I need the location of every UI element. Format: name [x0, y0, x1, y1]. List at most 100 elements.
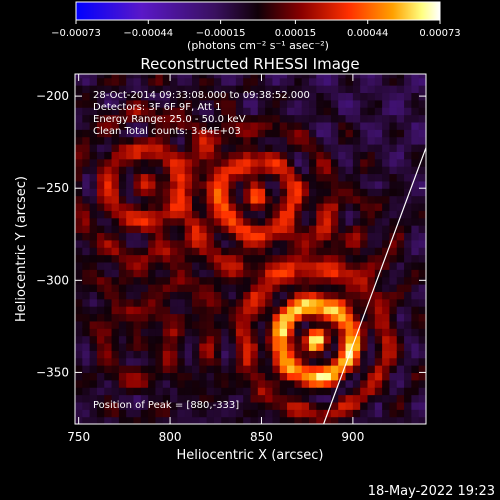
- heatmap-pixel: [96, 291, 105, 300]
- heatmap-pixel: [111, 320, 120, 329]
- heatmap-pixel: [213, 232, 222, 241]
- heatmap-pixel: [126, 365, 135, 374]
- heatmap-pixel: [177, 202, 186, 211]
- heatmap-pixel: [279, 195, 288, 204]
- heatmap-pixel: [316, 180, 325, 189]
- heatmap-pixel: [206, 269, 215, 278]
- heatmap-pixel: [206, 394, 215, 403]
- heatmap-pixel: [155, 254, 164, 263]
- heatmap-pixel: [418, 394, 426, 403]
- heatmap-pixel: [221, 401, 230, 410]
- heatmap-pixel: [287, 379, 295, 388]
- heatmap-pixel: [228, 129, 237, 138]
- heatmap-pixel: [257, 335, 266, 344]
- heatmap-pixel: [382, 357, 391, 366]
- heatmap-pixel: [367, 158, 376, 167]
- heatmap-pixel: [126, 144, 135, 152]
- heatmap-pixel: [177, 247, 186, 256]
- heatmap-pixel: [396, 409, 405, 418]
- heatmap-pixel: [213, 276, 222, 285]
- heatmap-pixel: [272, 180, 281, 189]
- heatmap-pixel: [316, 107, 325, 116]
- annotation-energy-range: Energy Range: 25.0 - 50.0 keV: [93, 114, 246, 125]
- heatmap-pixel: [148, 74, 157, 79]
- heatmap-pixel: [250, 239, 259, 248]
- heatmap-pixel: [118, 276, 127, 285]
- heatmap-pixel: [140, 284, 149, 292]
- heatmap-pixel: [82, 394, 91, 403]
- heatmap-pixel: [323, 306, 332, 315]
- heatmap-pixel: [352, 158, 361, 167]
- heatmap-pixel: [89, 151, 98, 160]
- heatmap-pixel: [184, 409, 193, 418]
- heatmap-pixel: [301, 129, 310, 138]
- heatmap-pixel: [309, 121, 317, 130]
- heatmap-pixel: [323, 276, 332, 285]
- heatmap-pixel: [294, 247, 303, 256]
- heatmap-pixel: [177, 74, 186, 79]
- heatmap-pixel: [338, 121, 347, 130]
- heatmap-pixel: [323, 269, 332, 278]
- heatmap-pixel: [411, 217, 420, 226]
- heatmap-pixel: [228, 232, 237, 241]
- heatmap-pixel: [89, 225, 98, 234]
- heatmap-pixel: [82, 144, 91, 152]
- heatmap-pixel: [206, 291, 215, 300]
- heatmap-pixel: [265, 254, 274, 263]
- heatmap-pixel: [228, 85, 237, 94]
- heatmap-pixel: [294, 151, 303, 160]
- heatmap-pixel: [133, 357, 142, 366]
- heatmap-pixel: [96, 379, 105, 388]
- heatmap-pixel: [235, 401, 244, 410]
- heatmap-pixel: [287, 173, 295, 182]
- heatmap-pixel: [411, 284, 420, 292]
- heatmap-pixel: [118, 291, 127, 300]
- heatmap-pixel: [279, 276, 288, 285]
- heatmap-pixel: [279, 232, 288, 241]
- heatmap-pixel: [213, 225, 222, 234]
- heatmap-pixel: [309, 372, 317, 381]
- heatmap-pixel: [250, 85, 259, 94]
- heatmap-pixel: [309, 225, 317, 234]
- heatmap-pixel: [265, 269, 274, 278]
- heatmap-pixel: [96, 239, 105, 248]
- heatmap-pixel: [374, 298, 383, 307]
- heatmap-pixel: [272, 188, 281, 197]
- heatmap-pixel: [396, 254, 405, 263]
- heatmap-pixel: [389, 416, 398, 424]
- heatmap-pixel: [382, 166, 391, 175]
- heatmap-pixel: [345, 401, 354, 410]
- heatmap-pixel: [301, 394, 310, 403]
- heatmap-pixel: [118, 77, 127, 86]
- heatmap-pixel: [294, 379, 303, 388]
- heatmap-pixel: [360, 129, 369, 138]
- heatmap-pixel: [389, 195, 398, 204]
- heatmap-pixel: [301, 409, 310, 418]
- heatmap-pixel: [250, 313, 259, 322]
- heatmap-pixel: [89, 121, 98, 130]
- heatmap-pixel: [309, 74, 317, 79]
- heatmap-pixel: [111, 269, 120, 278]
- heatmap-pixel: [235, 320, 244, 329]
- heatmap-pixel: [404, 335, 412, 344]
- heatmap-pixel: [118, 232, 127, 241]
- heatmap-pixel: [367, 77, 376, 86]
- heatmap-pixel: [104, 350, 113, 359]
- heatmap-pixel: [382, 107, 391, 116]
- heatmap-pixel: [279, 320, 288, 329]
- heatmap-pixel: [221, 365, 230, 374]
- heatmap-pixel: [374, 232, 383, 241]
- heatmap-pixel: [330, 401, 339, 410]
- heatmap-pixel: [338, 158, 347, 167]
- heatmap-pixel: [294, 180, 303, 189]
- heatmap-pixel: [257, 107, 266, 116]
- heatmap-pixel: [330, 350, 339, 359]
- heatmap-pixel: [330, 254, 339, 263]
- heatmap-pixel: [104, 99, 113, 108]
- heatmap-pixel: [287, 306, 295, 315]
- heatmap-pixel: [309, 298, 317, 307]
- heatmap-pixel: [389, 158, 398, 167]
- heatmap-pixel: [133, 136, 142, 145]
- heatmap-pixel: [301, 291, 310, 300]
- heatmap-pixel: [301, 121, 310, 130]
